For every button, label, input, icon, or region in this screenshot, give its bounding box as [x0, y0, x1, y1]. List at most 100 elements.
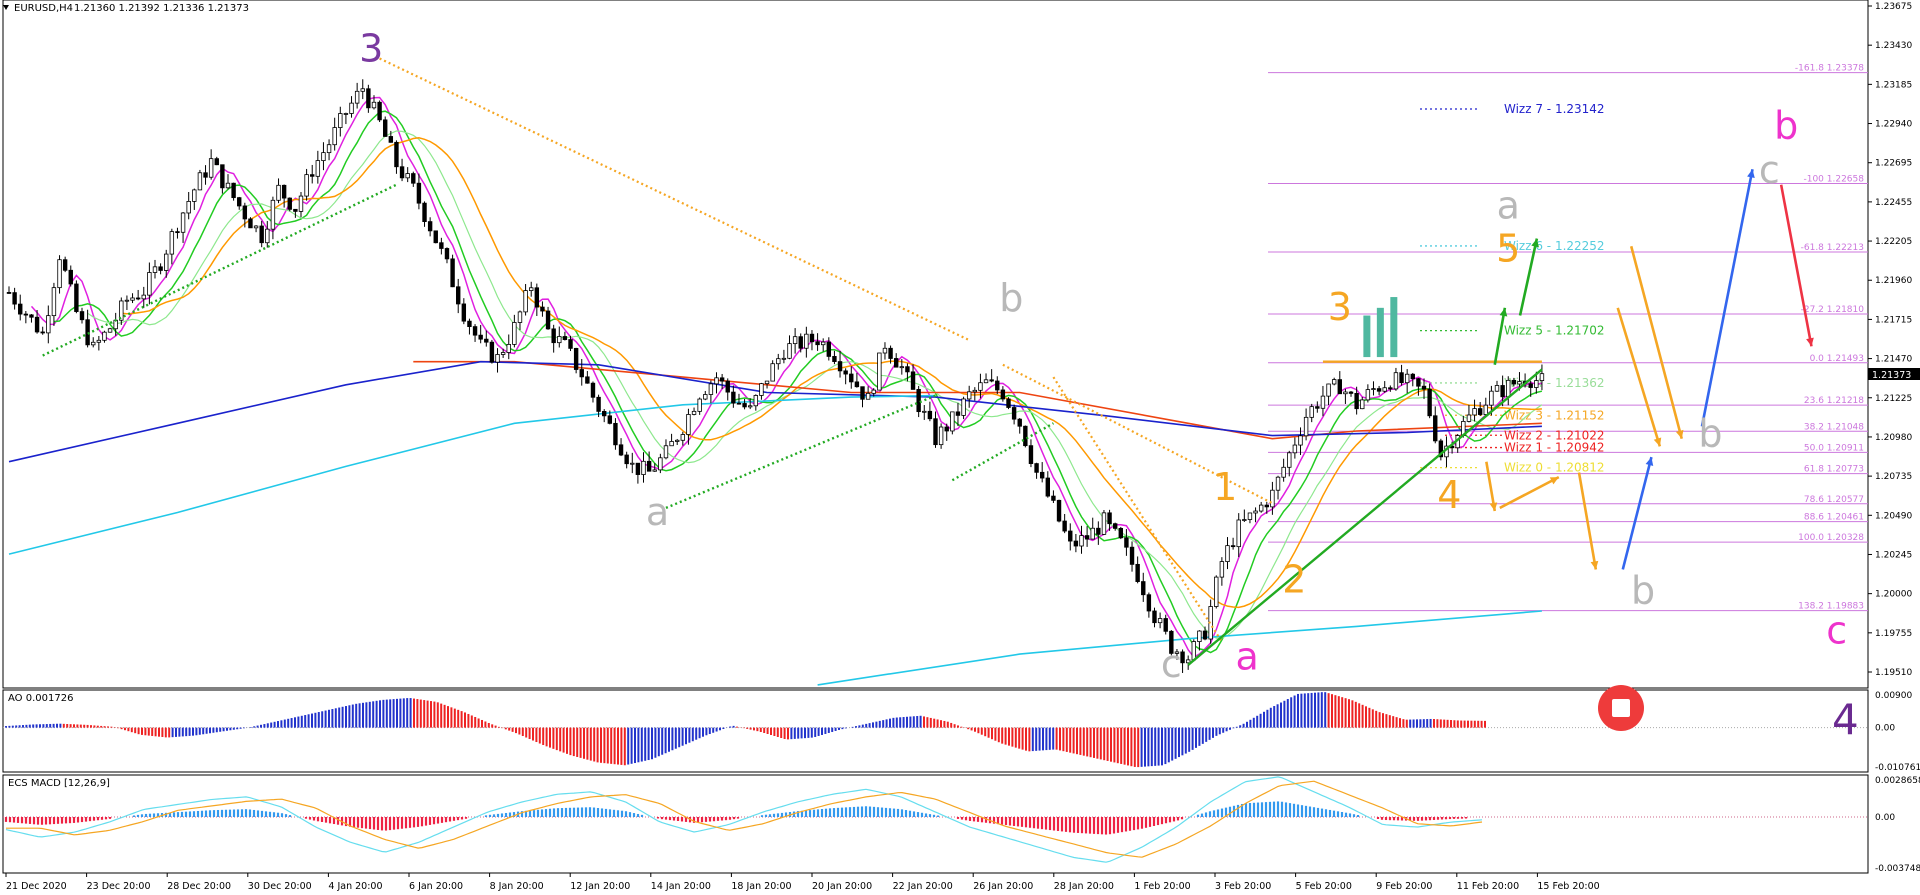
candle-body [354, 90, 360, 104]
y-tick-label: 1.23675 [1875, 2, 1912, 12]
fib-label: 88.6 1.20461 [1804, 513, 1864, 523]
candle-body [1191, 641, 1196, 661]
candle-body [1101, 512, 1107, 535]
arrow-blue-1 [1700, 169, 1754, 427]
bars-icon [1363, 315, 1371, 358]
candle-body [1225, 545, 1230, 563]
candle-body [79, 311, 85, 321]
wave-label: 2 [1282, 558, 1306, 602]
candle-body [237, 197, 242, 207]
ao-tick-label: 0.00 [1875, 724, 1895, 734]
bars-icon [1390, 297, 1398, 358]
macd-title: ECS MACD [12,26,9] [8, 778, 110, 789]
candle-body [1023, 425, 1028, 447]
candle-body [680, 434, 686, 441]
candle-body [1354, 392, 1359, 410]
candle-body [1416, 378, 1421, 387]
candle-body [669, 441, 674, 447]
x-tick-label: 1 Feb 20:00 [1134, 881, 1190, 892]
candle-body [1382, 387, 1387, 392]
collapse-triangle-icon[interactable] [3, 5, 9, 10]
candle-body [371, 101, 377, 109]
candle-body [326, 144, 332, 154]
candle-body [1281, 466, 1286, 478]
fib-label: -61.8 1.22213 [1801, 243, 1864, 253]
wave-label: b [1698, 411, 1722, 455]
candle-body [641, 460, 646, 475]
candle-body [820, 341, 826, 346]
candle-body [175, 231, 180, 234]
y-tick-label: 1.21470 [1875, 355, 1912, 365]
candle-body [1056, 499, 1062, 522]
candle-body [983, 379, 989, 384]
candle-body [1393, 372, 1399, 390]
trendline-green-dotted-3 [951, 422, 1055, 482]
candle-body [1326, 383, 1331, 397]
fib-label: 100.0 1.20328 [1798, 533, 1864, 543]
x-tick-label: 14 Jan 20:00 [651, 881, 711, 892]
candle-body [1062, 520, 1067, 532]
candle-body [1028, 445, 1034, 464]
candle-body [1343, 391, 1348, 395]
candle-body [602, 411, 607, 417]
candle-body [1371, 388, 1376, 391]
candle-body [500, 352, 506, 355]
wizz-label: Wizz 6 - 1.22252 [1504, 239, 1605, 253]
candle-body [590, 382, 596, 398]
wizz-label: Wizz 0 - 1.20812 [1504, 461, 1605, 475]
price-axis: 1.23675 1.23430 1.23185 1.22940 1.22695 1.224… [1868, 2, 1912, 678]
candle-body [517, 311, 523, 323]
y-tick-label: 1.22205 [1875, 237, 1912, 247]
candle-body [68, 269, 73, 285]
candle-body [377, 101, 382, 121]
candle-body [1287, 452, 1292, 468]
wizz-label: Wizz 1 - 1.20942 [1504, 441, 1605, 455]
candle-body [770, 363, 775, 382]
candle-body [1051, 495, 1056, 501]
wizz-label: Wizz 7 - 1.23142 [1504, 102, 1605, 116]
stop-button[interactable] [1598, 685, 1644, 731]
candle-body [405, 173, 410, 179]
candle-body [1427, 388, 1432, 417]
candle-body [287, 197, 292, 210]
candle-body [276, 184, 281, 201]
candle-body [742, 403, 747, 408]
candle-body [1500, 385, 1505, 398]
candle-body [1270, 489, 1275, 508]
wave-label: b [1631, 568, 1655, 612]
candle-body [529, 287, 534, 291]
wave-label: 5 [1496, 227, 1520, 271]
candle-body [1197, 630, 1202, 642]
ao-title: AO 0.001726 [8, 693, 73, 704]
trendline-green-dotted-2 [665, 394, 936, 510]
candle-body [23, 313, 29, 316]
candle-body [843, 370, 848, 375]
candle-body [877, 352, 882, 391]
candle-body [955, 411, 961, 416]
arrow-orange-5-head [1590, 560, 1599, 570]
candle-body [922, 410, 927, 413]
candle-body [444, 248, 450, 260]
candle-body [242, 205, 248, 220]
ema-cyan-long [817, 610, 1542, 686]
candle-body [1315, 406, 1320, 409]
candle-body [776, 358, 781, 365]
candle-body [220, 164, 225, 189]
y-tick-label: 1.22940 [1875, 120, 1912, 130]
arrow-orange-2 [1616, 307, 1662, 447]
arrow-orange-2-head [1653, 437, 1662, 447]
candle-body [972, 389, 978, 393]
candle-body [394, 141, 399, 168]
candle-body [147, 272, 152, 296]
candle-body [1253, 510, 1258, 514]
x-tick-label: 21 Dec 2020 [6, 881, 67, 892]
candle-body [1039, 471, 1045, 479]
arrow-orange-5 [1577, 472, 1598, 570]
candle-body [1494, 385, 1500, 392]
y-tick-label: 1.23185 [1875, 80, 1912, 90]
candle-body [557, 336, 562, 344]
arrow-green-2-head [1531, 238, 1539, 248]
ao-tick-label: -0.010761 [1875, 763, 1920, 773]
fib-label: 0.0 1.21493 [1810, 354, 1864, 364]
arrow-orange-4 [1499, 475, 1560, 510]
